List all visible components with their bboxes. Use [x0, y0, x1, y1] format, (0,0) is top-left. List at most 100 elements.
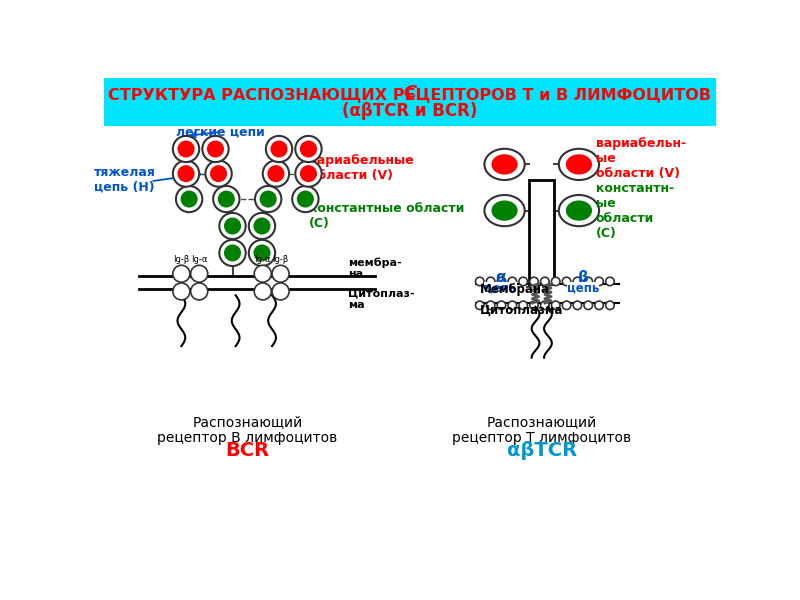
Circle shape [272, 283, 289, 300]
Circle shape [224, 244, 241, 262]
Circle shape [497, 301, 506, 310]
Circle shape [249, 213, 275, 239]
Circle shape [541, 301, 549, 310]
Ellipse shape [559, 195, 599, 226]
Circle shape [254, 217, 270, 235]
Circle shape [267, 165, 285, 182]
Ellipse shape [485, 149, 525, 180]
Circle shape [562, 301, 571, 310]
Text: (αβTCR и BCR): (αβTCR и BCR) [342, 102, 478, 120]
Circle shape [218, 191, 235, 208]
Circle shape [475, 277, 484, 286]
Circle shape [219, 213, 246, 239]
Ellipse shape [491, 154, 518, 175]
Circle shape [249, 240, 275, 266]
Circle shape [181, 191, 198, 208]
Circle shape [519, 301, 527, 310]
Circle shape [508, 277, 517, 286]
Circle shape [255, 186, 282, 212]
Circle shape [584, 301, 593, 310]
Circle shape [295, 161, 322, 187]
Circle shape [262, 161, 289, 187]
Circle shape [219, 240, 246, 266]
Circle shape [173, 283, 190, 300]
Circle shape [178, 140, 194, 158]
Circle shape [595, 277, 603, 286]
Circle shape [486, 277, 495, 286]
Circle shape [210, 165, 227, 182]
Circle shape [606, 301, 614, 310]
Text: вариабельн-
ые
области (V): вариабельн- ые области (V) [596, 137, 686, 180]
Text: Цитоплазма: Цитоплазма [480, 304, 563, 316]
Circle shape [190, 283, 208, 300]
Circle shape [508, 301, 517, 310]
Circle shape [207, 140, 224, 158]
Text: Ig-α: Ig-α [191, 255, 207, 264]
Text: Цитоплаз-
ма: Цитоплаз- ма [348, 289, 414, 310]
Circle shape [224, 217, 241, 235]
Circle shape [297, 191, 314, 208]
Circle shape [213, 186, 239, 212]
Circle shape [486, 301, 495, 310]
Text: β: β [578, 270, 588, 285]
Text: Распознающий
рецептор В лимфоцитов: Распознающий рецептор В лимфоцитов [157, 415, 338, 445]
Circle shape [173, 161, 199, 187]
Text: BCR: BCR [225, 442, 270, 460]
Circle shape [497, 277, 506, 286]
Text: легкие цепи: легкие цепи [176, 125, 265, 139]
Circle shape [475, 301, 484, 310]
Circle shape [178, 165, 194, 182]
Circle shape [272, 265, 289, 282]
Ellipse shape [491, 200, 518, 221]
Text: Ig-β: Ig-β [273, 255, 289, 264]
Circle shape [176, 186, 202, 212]
Circle shape [190, 265, 208, 282]
Text: Ig-β: Ig-β [174, 255, 190, 264]
Text: СТРУКТУРА РАСПОЗНАЮЩИХ РЕЦЕПТОРОВ Т и В ЛИМФОЦИТОВ: СТРУКТУРА РАСПОЗНАЮЩИХ РЕЦЕПТОРОВ Т и В … [109, 87, 711, 102]
Circle shape [254, 244, 270, 262]
Text: α: α [495, 270, 506, 285]
Circle shape [254, 283, 271, 300]
Text: цепь: цепь [566, 282, 599, 295]
Circle shape [300, 165, 317, 182]
Circle shape [292, 186, 318, 212]
Circle shape [573, 277, 582, 286]
Text: С: С [403, 84, 417, 102]
Circle shape [260, 191, 277, 208]
Text: αβTCR: αβTCR [506, 442, 577, 460]
Circle shape [300, 140, 317, 158]
Ellipse shape [566, 154, 592, 175]
Circle shape [206, 161, 232, 187]
Circle shape [519, 277, 527, 286]
Circle shape [254, 265, 271, 282]
Circle shape [573, 301, 582, 310]
Circle shape [295, 136, 322, 162]
Text: тяжелая
цепь (H): тяжелая цепь (H) [94, 166, 156, 194]
Circle shape [595, 301, 603, 310]
Text: Мембрана: Мембрана [480, 283, 550, 296]
Circle shape [551, 301, 560, 310]
Circle shape [270, 140, 287, 158]
Circle shape [530, 301, 538, 310]
Text: Распознающий
рецептор Т лимфоцитов: Распознающий рецептор Т лимфоцитов [452, 415, 631, 445]
Circle shape [530, 277, 538, 286]
Circle shape [551, 277, 560, 286]
Circle shape [173, 136, 199, 162]
Text: мембра-
на: мембра- на [348, 257, 402, 280]
Circle shape [173, 265, 190, 282]
Circle shape [202, 136, 229, 162]
Ellipse shape [566, 200, 592, 221]
Text: константные области
(C): константные области (C) [310, 202, 465, 230]
Bar [104, 78, 716, 126]
Text: Ig-α: Ig-α [254, 255, 271, 264]
Circle shape [266, 136, 292, 162]
Text: цепь: цепь [485, 282, 517, 295]
Ellipse shape [559, 149, 599, 180]
Circle shape [562, 277, 571, 286]
Circle shape [541, 277, 549, 286]
Circle shape [584, 277, 593, 286]
Text: константн-
ые
области
(C): константн- ые области (C) [596, 182, 674, 239]
Circle shape [606, 277, 614, 286]
Bar [530, 180, 554, 284]
Text: вариабельные
области (V): вариабельные области (V) [310, 154, 414, 182]
